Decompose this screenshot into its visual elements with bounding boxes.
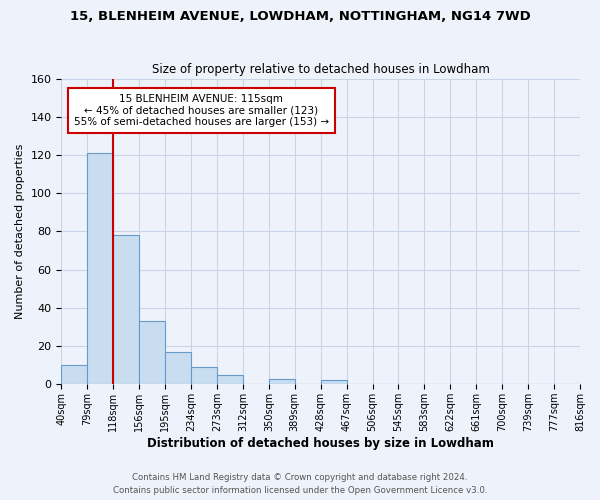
Bar — [269, 378, 295, 384]
Bar — [139, 321, 165, 384]
Bar — [191, 367, 217, 384]
Bar — [217, 375, 243, 384]
Bar — [165, 352, 191, 384]
Title: Size of property relative to detached houses in Lowdham: Size of property relative to detached ho… — [152, 63, 490, 76]
Bar — [321, 380, 347, 384]
Text: Contains HM Land Registry data © Crown copyright and database right 2024.
Contai: Contains HM Land Registry data © Crown c… — [113, 474, 487, 495]
Text: 15, BLENHEIM AVENUE, LOWDHAM, NOTTINGHAM, NG14 7WD: 15, BLENHEIM AVENUE, LOWDHAM, NOTTINGHAM… — [70, 10, 530, 23]
Y-axis label: Number of detached properties: Number of detached properties — [15, 144, 25, 319]
X-axis label: Distribution of detached houses by size in Lowdham: Distribution of detached houses by size … — [147, 437, 494, 450]
Bar — [113, 236, 139, 384]
Bar — [88, 153, 113, 384]
Text: 15 BLENHEIM AVENUE: 115sqm
← 45% of detached houses are smaller (123)
55% of sem: 15 BLENHEIM AVENUE: 115sqm ← 45% of deta… — [74, 94, 329, 127]
Bar — [61, 365, 88, 384]
